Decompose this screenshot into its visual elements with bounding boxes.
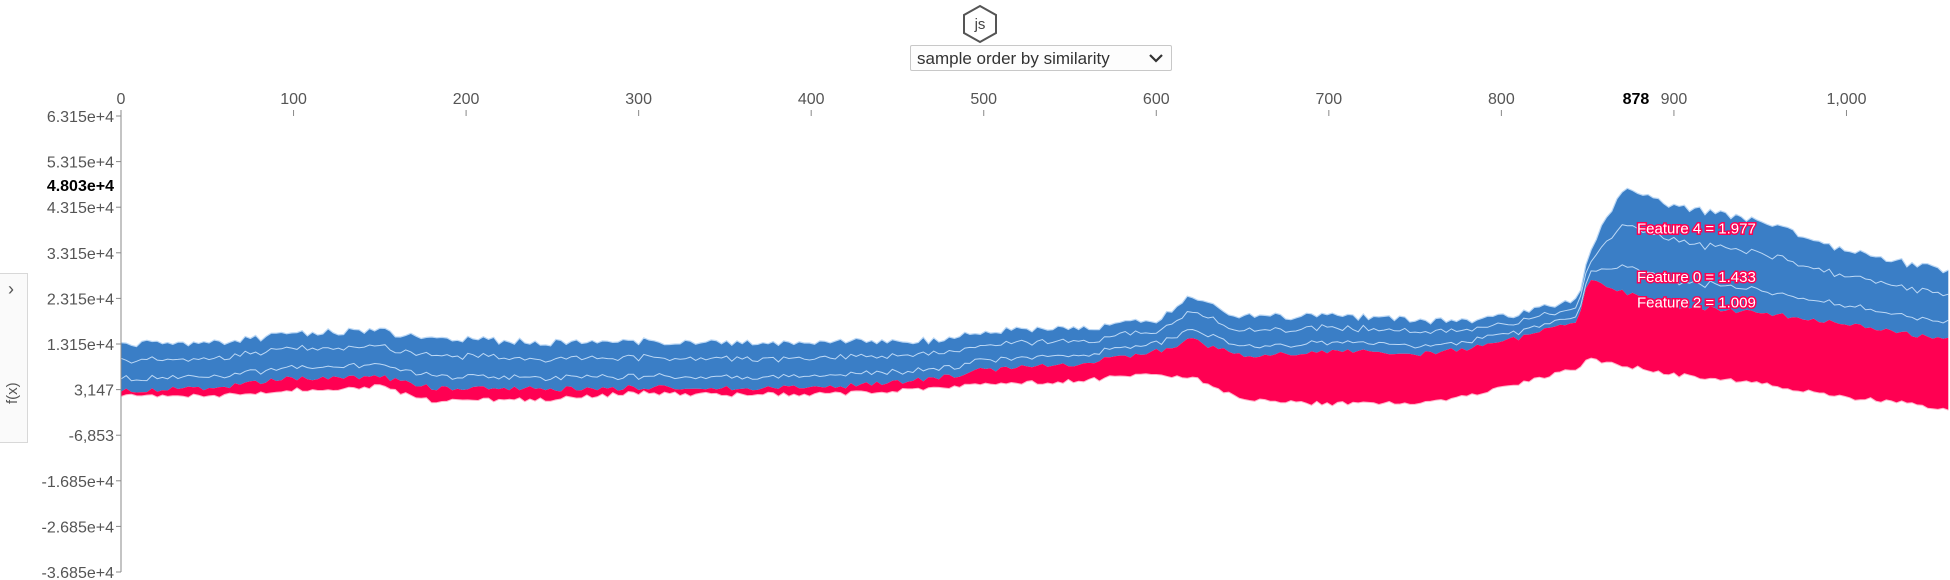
y-tick-label: -6,853 bbox=[69, 428, 114, 445]
chevron-right-icon[interactable]: › bbox=[8, 279, 14, 299]
js-logo: js bbox=[963, 4, 997, 44]
x-tick-label: 400 bbox=[798, 91, 825, 108]
y-highlight-label: 4.803e+4 bbox=[47, 178, 114, 195]
sample-order-select[interactable]: sample order by similarity bbox=[910, 45, 1172, 71]
y-tick-label: 6.315e+4 bbox=[47, 109, 114, 126]
area-layer bbox=[120, 187, 1949, 411]
y-tick-label: 3,147 bbox=[74, 383, 114, 400]
js-logo-text: js bbox=[974, 16, 986, 33]
y-axis: 6.315e+4 5.315e+4 4.315e+4 3.315e+4 2.315e+4… bbox=[41, 109, 122, 580]
feature-labels: Feature 4 = 1.977 Feature 0 = 1.433 Featur… bbox=[1636, 219, 1758, 313]
x-tick-label: 0 bbox=[117, 91, 126, 108]
y-tick-label: -3.685e+4 bbox=[41, 565, 114, 580]
feature-label: Feature 0 = 1.433 bbox=[1637, 269, 1756, 286]
x-tick-label: 200 bbox=[453, 91, 480, 108]
y-tick-label: -1.685e+4 bbox=[41, 474, 114, 491]
x-tick-label: 600 bbox=[1143, 91, 1170, 108]
y-tick-label: 3.315e+4 bbox=[47, 246, 114, 263]
x-tick-label: 1,000 bbox=[1826, 91, 1866, 108]
side-panel-toggle[interactable]: › f(x) bbox=[0, 273, 28, 443]
x-tick-label: 900 bbox=[1661, 91, 1688, 108]
y-tick-label: 1.315e+4 bbox=[47, 337, 114, 354]
x-axis: 0 100 200 300 400 500 600 700 800 900 1,000 878 bbox=[117, 91, 1867, 116]
feature-contribution-line bbox=[120, 224, 1949, 364]
lower-edge-line bbox=[120, 357, 1949, 411]
x-tick-label: 700 bbox=[1315, 91, 1342, 108]
positive-effect-area bbox=[121, 280, 1949, 411]
y-tick-label: 4.315e+4 bbox=[47, 200, 114, 217]
x-tick-label: 100 bbox=[280, 91, 307, 108]
feature-contribution-line bbox=[120, 264, 1949, 382]
upper-edge-line bbox=[120, 187, 1949, 348]
feature-label: Feature 2 = 1.009 bbox=[1637, 294, 1756, 311]
y-tick-label: -2.685e+4 bbox=[41, 519, 114, 536]
x-tick-label: 800 bbox=[1488, 91, 1515, 108]
x-tick-label: 500 bbox=[970, 91, 997, 108]
x-highlight-label: 878 bbox=[1623, 91, 1650, 108]
feature-label: Feature 4 = 1.977 bbox=[1637, 220, 1756, 237]
y-tick-label: 2.315e+4 bbox=[47, 291, 114, 308]
x-tick-label: 300 bbox=[625, 91, 652, 108]
y-tick-label: 5.315e+4 bbox=[47, 155, 114, 172]
